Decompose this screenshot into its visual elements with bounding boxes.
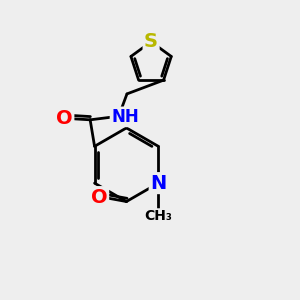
Text: S: S	[144, 32, 158, 51]
Text: CH₃: CH₃	[144, 209, 172, 224]
Text: O: O	[56, 109, 73, 128]
Text: N: N	[150, 174, 167, 193]
Text: O: O	[91, 188, 108, 207]
Text: NH: NH	[111, 108, 139, 126]
